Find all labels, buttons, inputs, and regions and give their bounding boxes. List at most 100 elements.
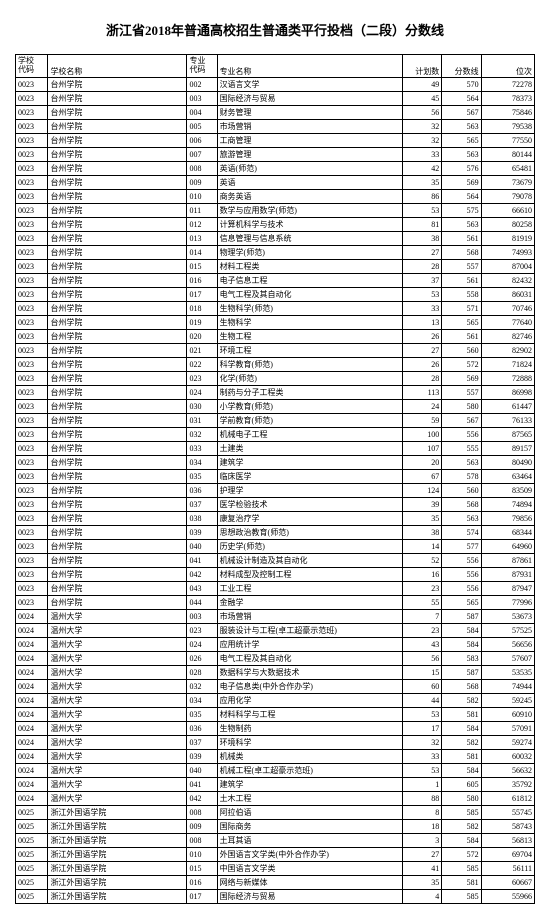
table-row: 0023台州学院007旅游管理3356380144: [16, 148, 535, 162]
cell: 66610: [481, 204, 534, 218]
cell: 台州学院: [48, 344, 187, 358]
cell: 013: [187, 232, 217, 246]
cell: 0025: [16, 876, 48, 890]
cell: 003: [187, 610, 217, 624]
cell: 0023: [16, 134, 48, 148]
cell: 信息管理与信息系统: [217, 232, 402, 246]
header-major-name: 专业名称: [217, 55, 402, 78]
table-row: 0023台州学院024制药与分子工程类11355786998: [16, 386, 535, 400]
cell: 温州大学: [48, 638, 187, 652]
table-row: 0024温州大学003市场营销758753673: [16, 610, 535, 624]
cell: 电子信息类(中外合作办学): [217, 680, 402, 694]
cell: 23: [402, 582, 441, 596]
table-row: 0023台州学院023化学(师范)2856972888: [16, 372, 535, 386]
cell: 环境工程: [217, 344, 402, 358]
cell: 0024: [16, 624, 48, 638]
table-row: 0025浙江外国语学院016网络与新媒体3558160667: [16, 876, 535, 890]
cell: 042: [187, 568, 217, 582]
cell: 护理学: [217, 484, 402, 498]
cell: 570: [442, 78, 481, 92]
cell: 041: [187, 554, 217, 568]
cell: 557: [442, 260, 481, 274]
cell: 台州学院: [48, 358, 187, 372]
cell: 587: [442, 666, 481, 680]
cell: 电子信息工程: [217, 274, 402, 288]
cell: 0023: [16, 568, 48, 582]
cell: 台州学院: [48, 176, 187, 190]
cell: 台州学院: [48, 232, 187, 246]
cell: 74894: [481, 498, 534, 512]
cell: 0024: [16, 764, 48, 778]
cell: 台州学院: [48, 470, 187, 484]
cell: 60032: [481, 750, 534, 764]
cell: 032: [187, 428, 217, 442]
cell: 585: [442, 862, 481, 876]
table-row: 0023台州学院003国际经济与贸易4556478373: [16, 92, 535, 106]
cell: 567: [442, 414, 481, 428]
cell: 材料工程类: [217, 260, 402, 274]
cell: 0023: [16, 302, 48, 316]
cell: 工商管理: [217, 134, 402, 148]
cell: 87931: [481, 568, 534, 582]
cell: 机械工程(卓工超豪示范班): [217, 764, 402, 778]
cell: 0023: [16, 582, 48, 596]
cell: 71824: [481, 358, 534, 372]
cell: 0023: [16, 386, 48, 400]
header-plan: 计划数: [402, 55, 441, 78]
cell: 0023: [16, 148, 48, 162]
cell: 28: [402, 372, 441, 386]
cell: 567: [442, 106, 481, 120]
cell: 台州学院: [48, 568, 187, 582]
cell: 0023: [16, 540, 48, 554]
cell: 569: [442, 176, 481, 190]
cell: 55: [402, 596, 441, 610]
cell: 034: [187, 694, 217, 708]
cell: 39: [402, 498, 441, 512]
cell: 040: [187, 764, 217, 778]
cell: 台州学院: [48, 316, 187, 330]
cell: 57525: [481, 624, 534, 638]
cell: 思想政治教育(师范): [217, 526, 402, 540]
cell: 0023: [16, 554, 48, 568]
cell: 561: [442, 330, 481, 344]
table-row: 0025浙江外国语学院015中国语言文学类4158556111: [16, 862, 535, 876]
cell: 中国语言文学类: [217, 862, 402, 876]
table-row: 0023台州学院016电子信息工程3756182432: [16, 274, 535, 288]
cell: 0023: [16, 218, 48, 232]
cell: 环境科学: [217, 736, 402, 750]
cell: 82432: [481, 274, 534, 288]
cell: 587: [442, 610, 481, 624]
cell: 数据科学与大数据技术: [217, 666, 402, 680]
cell: 台州学院: [48, 274, 187, 288]
cell: 温州大学: [48, 764, 187, 778]
cell: 台州学院: [48, 246, 187, 260]
cell: 78373: [481, 92, 534, 106]
cell: 机械类: [217, 750, 402, 764]
cell: 台州学院: [48, 540, 187, 554]
cell: 44: [402, 694, 441, 708]
cell: 台州学院: [48, 512, 187, 526]
cell: 医学检验技术: [217, 498, 402, 512]
cell: 国际经济与贸易: [217, 92, 402, 106]
cell: 75846: [481, 106, 534, 120]
cell: 4: [402, 890, 441, 904]
table-row: 0023台州学院031学前教育(师范)5956776133: [16, 414, 535, 428]
cell: 53: [402, 764, 441, 778]
cell: 60: [402, 680, 441, 694]
cell: 009: [187, 820, 217, 834]
cell: 0023: [16, 372, 48, 386]
cell: 台州学院: [48, 456, 187, 470]
cell: 584: [442, 722, 481, 736]
cell: 70746: [481, 302, 534, 316]
cell: 81: [402, 218, 441, 232]
cell: 35792: [481, 778, 534, 792]
table-row: 0023台州学院022科学教育(师范)2657271824: [16, 358, 535, 372]
table-row: 0024温州大学037环境科学3258259274: [16, 736, 535, 750]
cell: 563: [442, 148, 481, 162]
cell: 044: [187, 596, 217, 610]
cell: 69704: [481, 848, 534, 862]
cell: 历史学(师范): [217, 540, 402, 554]
cell: 0023: [16, 358, 48, 372]
table-header-row: 学校代码 学校名称 专业代码 专业名称 计划数 分数线 位次: [16, 55, 535, 78]
cell: 583: [442, 652, 481, 666]
